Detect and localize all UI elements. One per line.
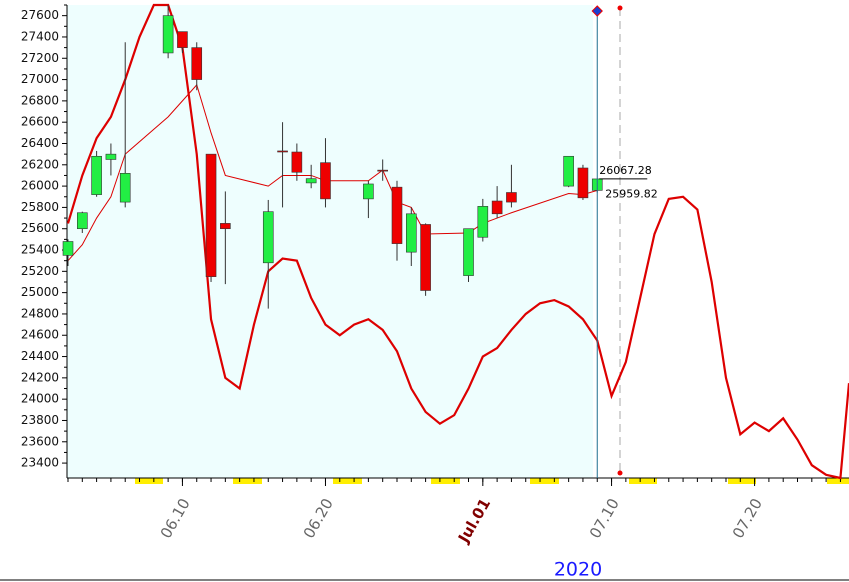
candle (491, 186, 503, 219)
candle (391, 180, 403, 261)
y-tick-label: 24400 (21, 349, 59, 363)
y-tick-label: 24200 (21, 370, 59, 384)
candle (105, 143, 117, 176)
y-tick-label: 25200 (21, 264, 59, 278)
candle (291, 143, 303, 181)
y-tick-label: 27600 (21, 8, 59, 22)
candle (377, 159, 388, 181)
last-ma-label: 25959.82 (605, 187, 658, 200)
candle (320, 138, 331, 208)
candle (77, 211, 88, 233)
x-tick-label: 06.10 (157, 495, 194, 541)
candle-body (91, 155, 102, 195)
candle (191, 42, 203, 91)
cursor-dot (617, 470, 623, 476)
candle (262, 199, 274, 309)
candle-body (62, 241, 74, 256)
candle-body (262, 211, 274, 264)
candle (162, 5, 174, 59)
x-tick-label: Jul.01 (454, 495, 494, 546)
candle-body (320, 162, 331, 200)
candle (463, 228, 474, 282)
y-tick-label: 26200 (21, 157, 59, 171)
candle-body (405, 213, 417, 253)
candle-body (105, 153, 117, 160)
y-tick-label: 25000 (21, 285, 59, 299)
candle-body (119, 173, 131, 203)
candle-body (377, 169, 388, 172)
plot-background (67, 5, 593, 478)
y-tick-label: 26800 (21, 93, 59, 107)
candle-body (506, 192, 517, 203)
candle (305, 164, 317, 189)
year-label: 2020 (554, 559, 602, 581)
candle-body (277, 150, 288, 153)
y-tick-label: 25600 (21, 221, 59, 235)
y-tick-label: 23400 (21, 456, 59, 470)
candle-body (305, 178, 317, 184)
weekend-markers (135, 478, 849, 484)
x-tick-label: 07.10 (586, 495, 623, 541)
cursor-dot (617, 5, 623, 11)
y-tick-label: 24600 (21, 328, 59, 342)
y-tick-label: 25800 (21, 200, 59, 214)
y-tick-label: 23600 (21, 434, 59, 448)
y-tick-label: 26000 (21, 179, 59, 193)
candle-body (77, 212, 88, 230)
last-close-label: 26067.28 (599, 164, 652, 177)
candle (277, 122, 288, 208)
candle (177, 31, 188, 53)
candle (91, 150, 102, 197)
candle (220, 191, 231, 285)
y-tick-label: 26600 (21, 115, 59, 129)
candle-body (177, 31, 188, 48)
candle-body (391, 186, 403, 244)
cursor-diamond (591, 5, 603, 17)
x-tick-label: 06.20 (300, 495, 337, 541)
y-tick-label: 24000 (21, 392, 59, 406)
candle-body (220, 223, 231, 230)
candle-body (563, 155, 574, 187)
candle (563, 155, 574, 188)
candle-body (291, 151, 303, 173)
candle-body (577, 167, 589, 199)
candle-body (363, 183, 374, 200)
y-tick-label: 27000 (21, 72, 59, 86)
candle-body (191, 47, 203, 80)
candle-body (205, 153, 217, 277)
line-series (66, 3, 849, 480)
candle (577, 164, 589, 200)
candle-body (463, 228, 474, 276)
y-tick-label: 24800 (21, 306, 59, 320)
candle (363, 180, 374, 219)
candle (405, 207, 417, 267)
candle-body (491, 200, 503, 215)
candle (119, 42, 131, 208)
candle-body (162, 15, 174, 54)
x-tick-label: 07.20 (729, 495, 766, 541)
y-tick-label: 26400 (21, 136, 59, 150)
candle (205, 153, 217, 282)
candle (420, 223, 431, 296)
y-tick-label: 27400 (21, 29, 59, 43)
candle-body (420, 224, 431, 291)
candle (62, 239, 74, 267)
y-tick-label: 27200 (21, 51, 59, 65)
y-tick-label: 25400 (21, 243, 59, 257)
y-tick-label: 23800 (21, 413, 59, 427)
candle (506, 164, 517, 208)
candle-body (477, 206, 489, 238)
candle (477, 198, 489, 242)
